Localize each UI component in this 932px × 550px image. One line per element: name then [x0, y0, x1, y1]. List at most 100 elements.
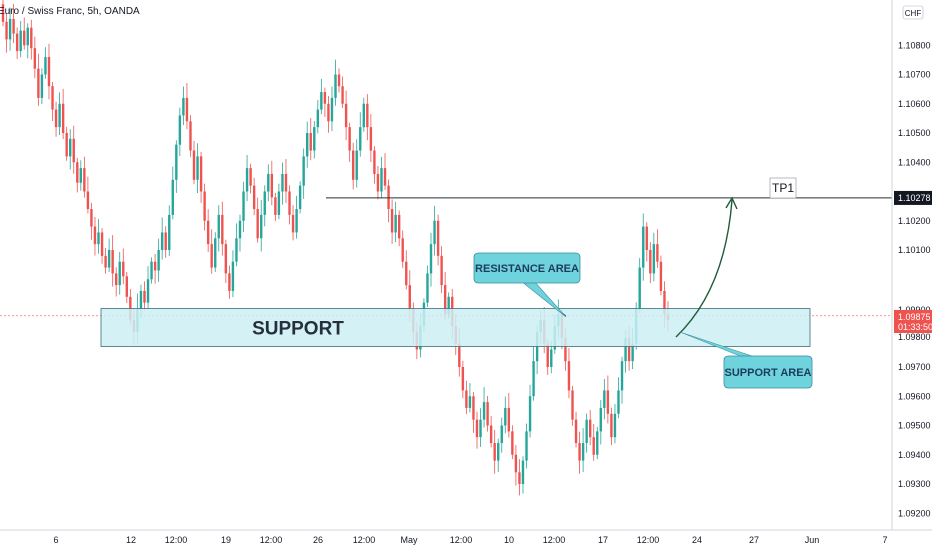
candle-body — [383, 168, 387, 186]
candle-body — [210, 244, 213, 268]
time-tick-label: 26 — [313, 535, 323, 545]
candle-body — [298, 185, 302, 210]
candle-body — [69, 138, 72, 157]
candle-body — [270, 173, 274, 198]
candle-body — [369, 127, 373, 151]
candle-body — [196, 156, 199, 180]
candle-body — [242, 191, 245, 221]
candle-body — [12, 18, 15, 34]
candle-body — [482, 402, 486, 420]
time-tick-label: 12:00 — [260, 535, 283, 545]
candle-body — [603, 390, 606, 408]
candle-body — [355, 150, 358, 180]
candle-body — [497, 443, 500, 461]
candle-body — [405, 261, 408, 286]
candle-body — [235, 238, 238, 262]
candle-body — [302, 156, 305, 186]
candle-body — [150, 261, 153, 280]
price-tick-label: 1.09300 — [898, 479, 931, 489]
candle-body — [528, 396, 532, 432]
support-area-callout — [723, 355, 813, 389]
candle-body — [189, 121, 192, 151]
candle-body — [192, 150, 196, 180]
price-tick-label: 1.09400 — [898, 450, 931, 460]
candle-body — [649, 250, 652, 274]
candle-body — [178, 115, 182, 145]
candle-body — [288, 191, 291, 215]
price-tick-labels: 1.10800 1.10700 1.10600 1.10500 1.10400 1.102… — [898, 40, 931, 518]
candle-body — [401, 238, 404, 262]
support-zone[interactable] — [100, 308, 811, 347]
candle-body — [139, 290, 143, 309]
current-price-badge — [894, 310, 932, 333]
candle-body — [309, 133, 312, 151]
candle-body — [54, 109, 58, 128]
candle-body — [224, 244, 228, 274]
candle-body — [581, 443, 585, 461]
candle-body — [107, 250, 111, 268]
candle-body — [507, 407, 511, 432]
price-tick-label: 1.10700 — [898, 70, 931, 80]
time-tick-label: 27 — [749, 535, 759, 545]
candle-body — [620, 361, 624, 391]
candle-body — [380, 168, 383, 192]
candle-body — [171, 179, 174, 215]
candle-body — [447, 296, 450, 315]
candle-countdown: 01:33:50 — [898, 322, 932, 332]
time-tick-label: 17 — [598, 535, 608, 545]
candle-body — [65, 133, 68, 157]
candle-body — [373, 150, 376, 174]
candle-body — [100, 232, 104, 256]
candle-body — [596, 431, 599, 455]
candle-body — [175, 144, 178, 180]
candle-body — [479, 419, 482, 438]
candle-body — [642, 226, 645, 268]
candle-body — [182, 97, 185, 116]
candle-body — [323, 92, 327, 104]
overlapped-tick-800: 1.09800 — [898, 332, 931, 342]
candle-body — [359, 127, 362, 151]
candle-body — [228, 273, 231, 291]
currency-badge — [902, 5, 924, 20]
candle-body — [592, 437, 595, 455]
candle-body — [203, 191, 206, 221]
symbol-title[interactable]: Euro / Swiss Franc, 5h, OANDA — [0, 6, 140, 17]
price-tick-label: 1.09700 — [898, 362, 931, 372]
candle-body — [606, 390, 610, 414]
candle-body — [341, 86, 344, 104]
candle-body — [260, 214, 263, 239]
candle-body — [500, 425, 503, 444]
price-tick-label: 1.09200 — [898, 508, 931, 518]
candle-body — [440, 255, 443, 286]
candle-body — [599, 407, 602, 432]
time-tick-label: Jun — [805, 535, 820, 545]
candle-body — [334, 74, 337, 98]
candle-body — [645, 226, 648, 250]
candle-body — [90, 209, 93, 227]
candle-body — [656, 244, 659, 262]
candle-body — [8, 18, 12, 40]
time-axis[interactable]: r 61212:001912:002612:00May12:001012:001… — [0, 529, 932, 545]
price-axis[interactable]: CHF 1.108001.107001.106001.105001.104001… — [891, 0, 932, 530]
candle-body — [249, 168, 252, 186]
time-tick-label: 6 — [53, 535, 58, 545]
tp-price-badge — [894, 190, 932, 205]
candle-body — [51, 86, 54, 110]
candle-body — [72, 138, 75, 163]
price-tick-label: 1.10400 — [898, 157, 931, 167]
candle-body — [23, 30, 26, 46]
candle-body — [426, 273, 429, 303]
candle-body — [588, 419, 592, 438]
tp1-label-box — [769, 177, 797, 199]
candle-body — [550, 349, 553, 367]
candle-body — [366, 103, 369, 128]
time-tick-label: 10 — [504, 535, 514, 545]
candle-body — [390, 209, 394, 233]
tp1-label: TP1 — [772, 181, 794, 195]
candle-body — [327, 103, 330, 122]
candle-body — [206, 220, 210, 245]
candle-body — [79, 168, 83, 183]
candle-body — [344, 103, 348, 128]
time-tick-label: 19 — [221, 535, 231, 545]
